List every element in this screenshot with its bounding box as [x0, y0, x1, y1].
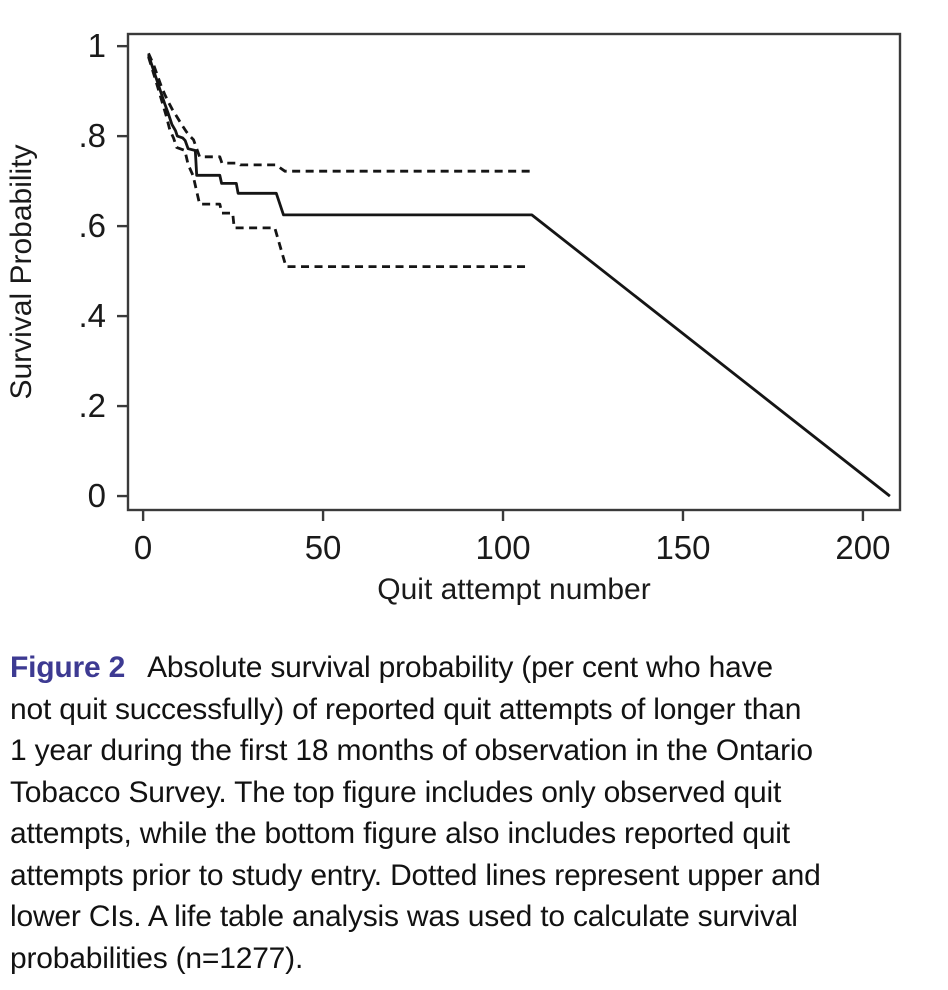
y-axis-tick-label: 0	[88, 477, 106, 514]
x-axis-tick-label: 100	[475, 529, 530, 566]
survival-chart: 0 50 100 150 200 0 .2 .4 .6 .8 1 Quit attempt numbe…	[5, 27, 902, 606]
survival-curve	[147, 54, 891, 498]
figure-caption: Figure 2 Absolute survival probability (p…	[10, 647, 940, 979]
plot-frame	[126, 32, 902, 512]
y-axis-title: Survival Probability	[5, 144, 38, 399]
figure-caption-label: Figure 2	[10, 651, 126, 684]
y-axis-tick-label: .2	[78, 387, 106, 424]
y-axis-tick-label: .8	[78, 117, 106, 154]
y-axis-tick-label: .6	[78, 207, 106, 244]
x-axis-title: Quit attempt number	[377, 573, 650, 606]
x-axis-tick-label: 50	[305, 529, 342, 566]
y-axis-tick-label: .4	[78, 297, 106, 334]
upper-ci-curve	[147, 52, 530, 173]
y-axis-tick-label: 1	[88, 27, 106, 64]
lower-ci-curve	[147, 56, 527, 269]
x-axis-tick-label: 200	[835, 529, 890, 566]
x-axis-tick-label: 0	[134, 529, 152, 566]
figure-caption-text: Absolute survival probability (per cent …	[10, 651, 821, 975]
x-axis-tick-label: 150	[655, 529, 710, 566]
